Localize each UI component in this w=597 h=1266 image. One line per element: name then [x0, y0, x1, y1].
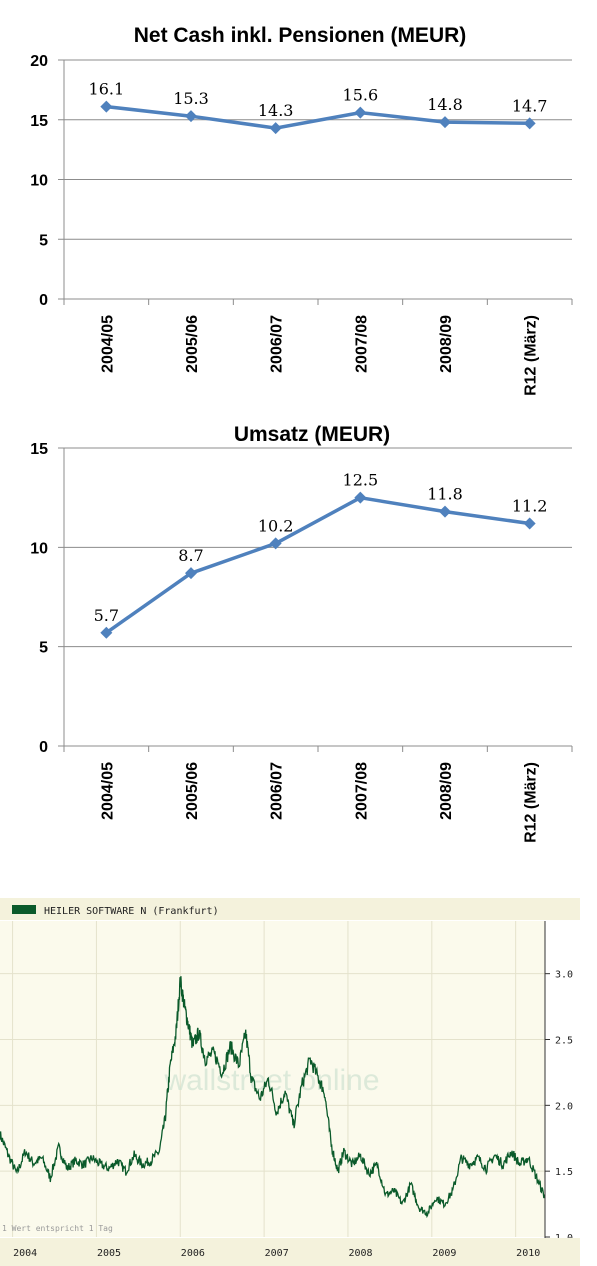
net-cash-x-axis: 2004/05 2005/06 2006/07 2007/08 2008/09 R12 (… — [99, 315, 539, 396]
umsatz-data-label: 8.7 — [178, 546, 203, 565]
net-cash-point — [100, 100, 113, 113]
umsatz-x-tick-label: 2008/09 — [438, 762, 455, 820]
stock-y-tick-label: 1.5 — [555, 1167, 573, 1178]
umsatz-point — [100, 626, 113, 639]
umsatz-data-label: 11.8 — [427, 485, 463, 504]
stock-legend-swatch — [12, 905, 36, 914]
umsatz-series-line — [105, 495, 530, 635]
stock-y-tick-label: 2.5 — [555, 1036, 573, 1047]
net-cash-data-label: 14.3 — [258, 101, 294, 120]
net-cash-data-label: 16.1 — [89, 80, 125, 99]
net-cash-markers — [100, 100, 536, 135]
umsatz-y-tick-label: 10 — [30, 540, 48, 557]
stock-x-tick-label: 2009 — [432, 1248, 456, 1259]
umsatz-x-axis: 2004/05 2005/06 2006/07 2007/08 2008/09 R12 (… — [99, 762, 539, 843]
stock-x-axis: 2004 2005 2006 2007 2008 2009 2010 — [13, 1248, 540, 1259]
umsatz-x-tick-label: 2005/06 — [184, 762, 201, 820]
net-cash-y-tick-label: 15 — [30, 113, 48, 130]
net-cash-data-label: 14.7 — [512, 96, 548, 115]
stock-y-tick-label: 2.0 — [555, 1101, 573, 1112]
stock-x-tick-label: 2005 — [97, 1248, 121, 1259]
stock-gridlines — [0, 921, 545, 1237]
stock-x-tick-label: 2008 — [348, 1248, 372, 1259]
net-cash-y-tick-label: 5 — [39, 232, 48, 249]
stock-y-axis: 1.01.52.02.53.0 — [545, 970, 573, 1244]
umsatz-point — [269, 537, 282, 550]
umsatz-data-label: 10.2 — [258, 516, 294, 535]
umsatz-y-axis: 0 5 10 15 — [30, 441, 48, 756]
umsatz-x-tick-label: 2004/05 — [99, 762, 116, 820]
stock-legend-label: HEILER SOFTWARE N (Frankfurt) — [44, 906, 219, 917]
umsatz-point — [439, 505, 451, 518]
net-cash-point — [185, 110, 197, 123]
stock-note: 1 Wert entspricht 1 Tag — [2, 1224, 113, 1233]
stock-x-tick-label: 2007 — [265, 1248, 289, 1259]
umsatz-data-label: 12.5 — [343, 471, 379, 490]
umsatz-y-tick-label: 15 — [30, 441, 48, 458]
umsatz-data-label: 11.2 — [512, 496, 548, 515]
umsatz-point — [523, 517, 536, 530]
umsatz-chart: Umsatz (MEUR) 0 5 10 15 2004/05 2005/06 2006/… — [30, 423, 573, 843]
net-cash-point — [354, 106, 367, 119]
net-cash-gridlines — [58, 59, 573, 305]
net-cash-x-tick-label: 2005/06 — [184, 315, 201, 373]
net-cash-y-axis: 0 5 10 15 20 — [30, 53, 48, 309]
umsatz-gridlines — [58, 447, 573, 752]
net-cash-chart: Net Cash inkl. Pensionen (MEUR) 0 5 10 15 20… — [30, 24, 573, 396]
net-cash-series-line — [106, 104, 530, 130]
umsatz-x-tick-label: 2007/08 — [353, 762, 370, 820]
net-cash-point — [269, 122, 282, 135]
umsatz-y-tick-label: 0 — [39, 739, 48, 756]
net-cash-data-label: 15.3 — [173, 89, 209, 108]
umsatz-point — [185, 567, 197, 580]
stock-watermark: wallstreet online — [163, 1064, 379, 1097]
stock-chart-header — [0, 898, 580, 920]
stock-x-axis-band — [0, 1238, 580, 1266]
net-cash-chart-title: Net Cash inkl. Pensionen (MEUR) — [134, 24, 467, 47]
umsatz-chart-title: Umsatz (MEUR) — [234, 423, 390, 446]
umsatz-y-tick-label: 5 — [39, 640, 48, 657]
stock-chart: HEILER SOFTWARE N (Frankfurt) wallstreet… — [0, 898, 580, 1266]
stock-x-tick-label: 2004 — [13, 1248, 37, 1259]
umsatz-point — [354, 491, 367, 504]
net-cash-point — [439, 116, 451, 129]
stock-x-tick-label: 2006 — [181, 1248, 205, 1259]
umsatz-data-label: 5.7 — [94, 606, 119, 625]
stock-x-tick-label: 2010 — [516, 1248, 540, 1259]
stock-price-line — [0, 976, 546, 1219]
umsatz-markers — [100, 491, 536, 639]
net-cash-y-tick-label: 20 — [30, 53, 48, 70]
net-cash-point — [523, 117, 536, 130]
umsatz-data-labels: 5.7 8.7 10.2 12.5 11.8 11.2 — [94, 471, 548, 625]
net-cash-x-tick-label: R12 (März) — [523, 315, 540, 396]
net-cash-data-label: 15.6 — [343, 86, 379, 105]
umsatz-x-tick-label: R12 (März) — [523, 762, 540, 843]
net-cash-y-tick-label: 0 — [39, 292, 48, 309]
net-cash-x-tick-label: 2004/05 — [99, 315, 116, 373]
net-cash-y-tick-label: 10 — [30, 173, 48, 190]
net-cash-data-label: 14.8 — [427, 95, 463, 114]
net-cash-x-tick-label: 2008/09 — [438, 315, 455, 373]
net-cash-x-tick-label: 2006/07 — [269, 315, 286, 373]
stock-y-tick-label: 3.0 — [555, 970, 573, 981]
umsatz-x-tick-label: 2006/07 — [269, 762, 286, 820]
net-cash-data-labels: 16.1 15.3 14.3 15.6 14.8 14.7 — [89, 80, 548, 121]
net-cash-x-tick-label: 2007/08 — [353, 315, 370, 373]
